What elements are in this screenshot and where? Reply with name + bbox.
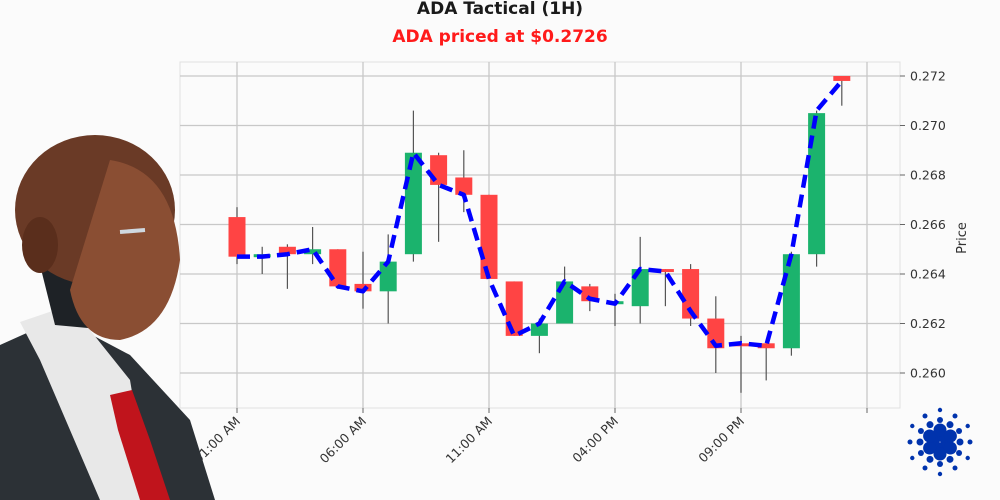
candle [404,152,422,255]
cardano-logo-icon [907,407,973,477]
candle [808,113,826,255]
x-tick-label: 11:00 AM [443,414,496,467]
chart-title: ADA Tactical (1H) [416,0,584,19]
candle [455,177,473,195]
candle [379,261,397,292]
grid [179,61,901,409]
candle [757,343,775,349]
chart-subtitle: ADA priced at $0.2726 [392,27,608,47]
candle [480,194,498,279]
candle [682,269,700,319]
y-tick-label: 0.260 [910,366,946,381]
candle [304,249,322,255]
y-tick-label: 0.272 [910,69,946,84]
x-tick-label: 04:00 PM [569,414,621,466]
candles [228,76,851,393]
x-axis: 01:00 AM 06:00 AM 11:00 AM 04:00 PM 09:00 PM [191,408,868,467]
candle [278,246,296,255]
candle [530,323,548,336]
y-tick-label: 0.266 [910,217,946,232]
y-tick-label: 0.264 [910,267,946,282]
candle [833,76,851,81]
x-tick-label: 06:00 AM [317,414,370,467]
y-tick-label: 0.270 [910,118,946,133]
candle [782,254,800,349]
trend-line [237,79,844,349]
x-tick-label: 09:00 PM [695,414,747,466]
robot-businessman-illustration [0,135,215,500]
candle [354,283,372,292]
candle [228,217,246,257]
y-axis-label: Price [955,222,970,254]
y-tick-label: 0.268 [910,168,946,183]
y-axis: 0.260 0.262 0.264 0.266 0.268 0.270 0.272 [900,69,946,381]
candle [329,249,347,287]
candle [656,269,674,273]
y-tick-label: 0.262 [910,316,946,331]
